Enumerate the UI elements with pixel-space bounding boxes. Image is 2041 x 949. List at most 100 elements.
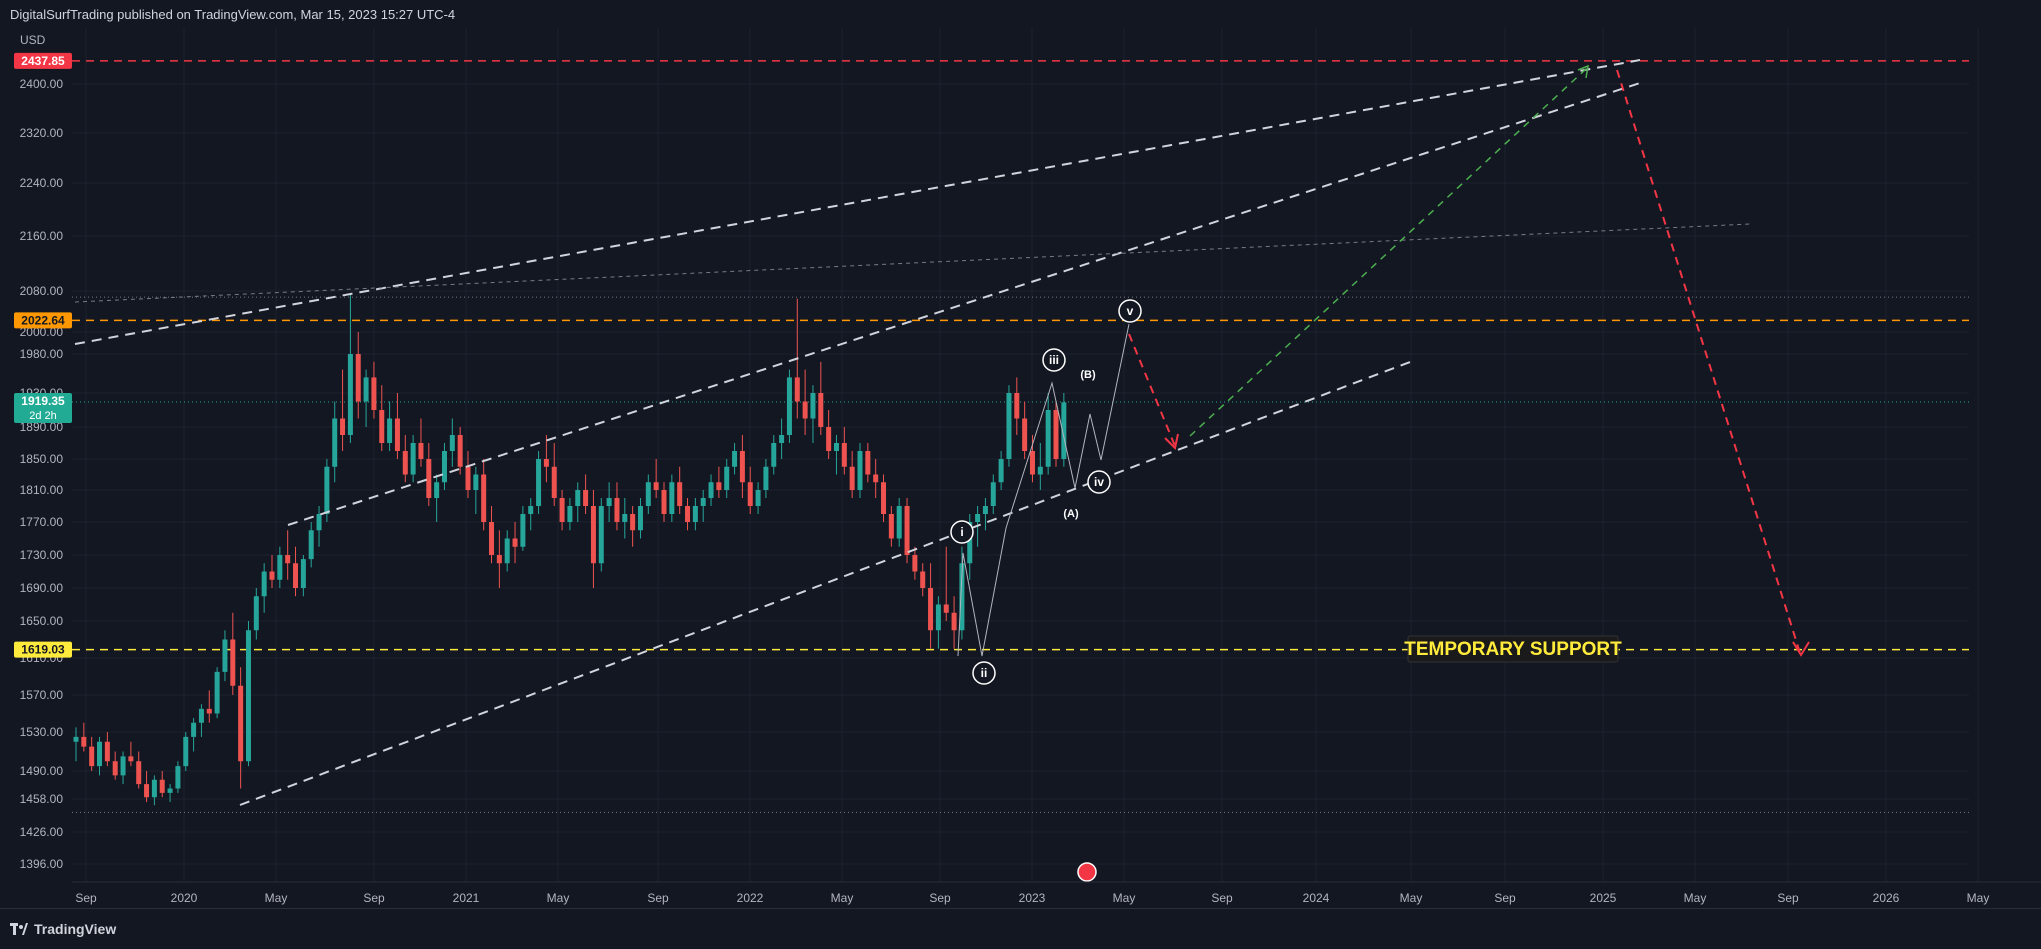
candle-body: [120, 756, 126, 776]
candle-body: [410, 443, 416, 475]
candle-body: [606, 498, 612, 506]
candle-body: [1053, 410, 1059, 459]
projection-red-long: [1616, 69, 1801, 654]
candle-body: [434, 482, 440, 498]
candle-body: [144, 784, 150, 798]
candle-body: [896, 506, 902, 539]
footer: TradingView: [0, 908, 2041, 949]
price-badge: [14, 393, 72, 424]
chart-area[interactable]: i ii iii iv v (A) (B) TEMPORARY SUPPORT USD 1396…: [0, 28, 2041, 908]
candle-body: [277, 555, 283, 580]
projection-red-arrow: [1164, 433, 1179, 451]
candle-body: [104, 741, 110, 762]
y-tick-label: 2080.00: [20, 284, 64, 298]
published-header: DigitalSurfTrading published on TradingV…: [0, 0, 2041, 28]
y-tick-label: 1730.00: [20, 548, 64, 562]
candle-body: [888, 514, 894, 539]
candle-body: [967, 522, 973, 564]
candle-body: [873, 474, 879, 483]
tradingview-logo[interactable]: TradingView: [10, 921, 116, 937]
candle-body: [402, 451, 408, 475]
y-tick-label: 2320.00: [20, 126, 64, 140]
y-tick-label: 1850.00: [20, 452, 64, 466]
y-tick-label: 1570.00: [20, 688, 64, 702]
y-tick-label: 1690.00: [20, 581, 64, 595]
candle-body: [724, 466, 730, 490]
wave-label-circle: [950, 520, 974, 544]
y-tick-label: 1650.00: [20, 614, 64, 628]
wave-label-A: (A): [1063, 508, 1079, 520]
candle-body: [1045, 410, 1051, 467]
candle-body: [293, 563, 299, 588]
candle-body: [245, 630, 251, 762]
candle-body: [912, 555, 918, 572]
candle-body: [355, 354, 361, 402]
price-badge: [14, 641, 72, 658]
candle-body: [786, 377, 792, 435]
candle-body: [669, 482, 675, 514]
price-axis[interactable]: USD 1396.00 1426.00 1458.00 1490.00 1530.00 15…: [20, 33, 64, 871]
price-badge-value: 2437.85: [21, 54, 65, 68]
candle-body: [1029, 451, 1035, 475]
candle-body: [802, 401, 808, 419]
x-tick-label: Sep: [75, 891, 97, 905]
candle-body: [81, 736, 87, 747]
candle-body: [394, 418, 400, 451]
candle-body: [622, 514, 628, 522]
candle-body: [998, 459, 1004, 483]
candle-body: [614, 498, 620, 522]
grid: [72, 28, 1979, 882]
candle-body: [136, 761, 142, 785]
candle-body: [630, 514, 636, 531]
candle-body: [496, 555, 502, 564]
candle-body: [465, 466, 471, 490]
x-tick-label: May: [265, 891, 288, 905]
x-tick-label: May: [1113, 891, 1136, 905]
candle-body: [818, 393, 824, 427]
candle-body: [387, 418, 393, 443]
candle-body: [904, 506, 910, 555]
candle-body: [89, 746, 95, 767]
candle-body: [951, 612, 957, 631]
y-tick-label: 2240.00: [20, 176, 64, 190]
candle-body: [230, 639, 236, 686]
time-axis[interactable]: Sep 2020 May Sep 2021 May Sep 2022 May Sep 2023 May…: [72, 881, 2041, 905]
x-tick-label: May: [1684, 891, 1707, 905]
wave-label-circle: [1087, 470, 1111, 494]
candle-body: [849, 466, 855, 490]
candle-body: [332, 418, 338, 467]
candle-body: [222, 639, 228, 672]
wave-label-i: i: [960, 525, 963, 539]
annotation-temporary-support: TEMPORARY SUPPORT: [1404, 639, 1622, 660]
wave-label-ii: ii: [981, 666, 988, 680]
candle-body: [308, 530, 314, 560]
price-badge-value: 2022.64: [21, 313, 65, 327]
y-tick-label: 1810.00: [20, 483, 64, 497]
candle-body: [128, 756, 134, 762]
x-tick-label: Sep: [1777, 891, 1799, 905]
candle-body: [214, 671, 220, 714]
candle-body: [975, 514, 981, 522]
brand-text: TradingView: [34, 921, 117, 937]
x-tick-label: 2026: [1873, 891, 1900, 905]
candle-body: [159, 779, 165, 793]
x-tick-label: 2022: [737, 891, 764, 905]
x-tick-label: Sep: [1494, 891, 1516, 905]
candle-body: [567, 506, 573, 522]
candle-body: [692, 506, 698, 522]
candle-body: [504, 538, 510, 564]
candle-body: [598, 506, 604, 564]
candle-body: [943, 604, 949, 613]
candles: [73, 293, 1067, 806]
candle-body: [112, 761, 118, 776]
x-tick-label: 2024: [1303, 891, 1330, 905]
candle-body: [771, 443, 777, 467]
candle-body: [583, 490, 589, 506]
candle-body: [191, 722, 197, 737]
candle-body: [175, 766, 181, 789]
candle-body: [520, 514, 526, 547]
candle-body: [457, 435, 463, 467]
event-flag-icon: [1077, 862, 1097, 882]
x-tick-label: May: [547, 891, 570, 905]
